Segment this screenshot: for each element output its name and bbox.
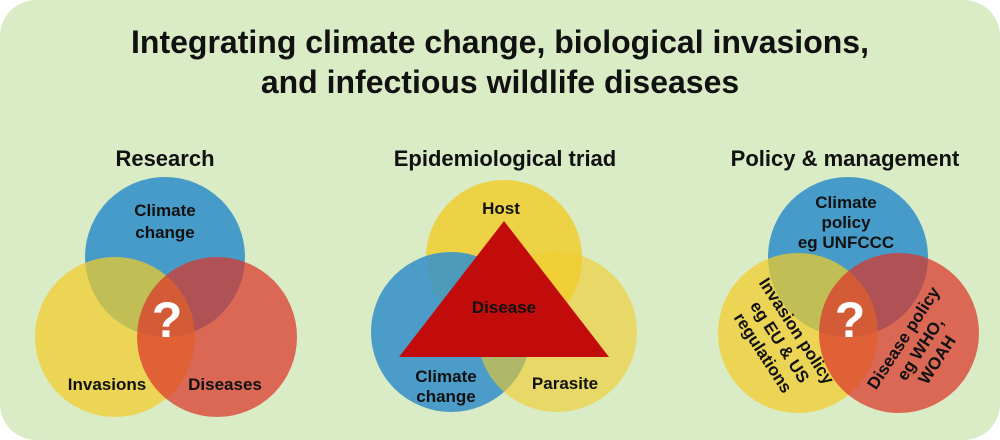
research-climate-label-2: change <box>135 223 195 242</box>
research-diseases-label: Diseases <box>188 375 262 394</box>
triad-parasite-label: Parasite <box>532 374 598 393</box>
research-diseases-circle <box>137 257 297 417</box>
policy-climate-label-1: Climate <box>815 193 876 212</box>
triad-heading: Epidemiological triad <box>394 146 616 171</box>
disease-triangle <box>399 221 609 357</box>
title-line-2: and infectious wildlife diseases <box>260 64 740 100</box>
research-question-mark: ? <box>152 292 183 348</box>
triad-host-label: Host <box>482 199 520 218</box>
research-climate-label-1: Climate <box>134 201 195 220</box>
research-invasions-label: Invasions <box>68 375 146 394</box>
policy-climate-label-3: eg UNFCCC <box>798 233 894 252</box>
policy-heading: Policy & management <box>731 146 960 171</box>
policy-climate-label-2: policy <box>821 213 871 232</box>
policy-question-mark: ? <box>835 292 866 348</box>
triad-disease-label: Disease <box>472 298 536 317</box>
triad-climate-label-1: Climate <box>415 367 476 386</box>
triad-climate-label-2: change <box>416 387 476 406</box>
title-line-1: Integrating climate change, biological i… <box>131 24 869 60</box>
research-heading: Research <box>115 146 214 171</box>
policy-disease-circle <box>819 253 979 413</box>
